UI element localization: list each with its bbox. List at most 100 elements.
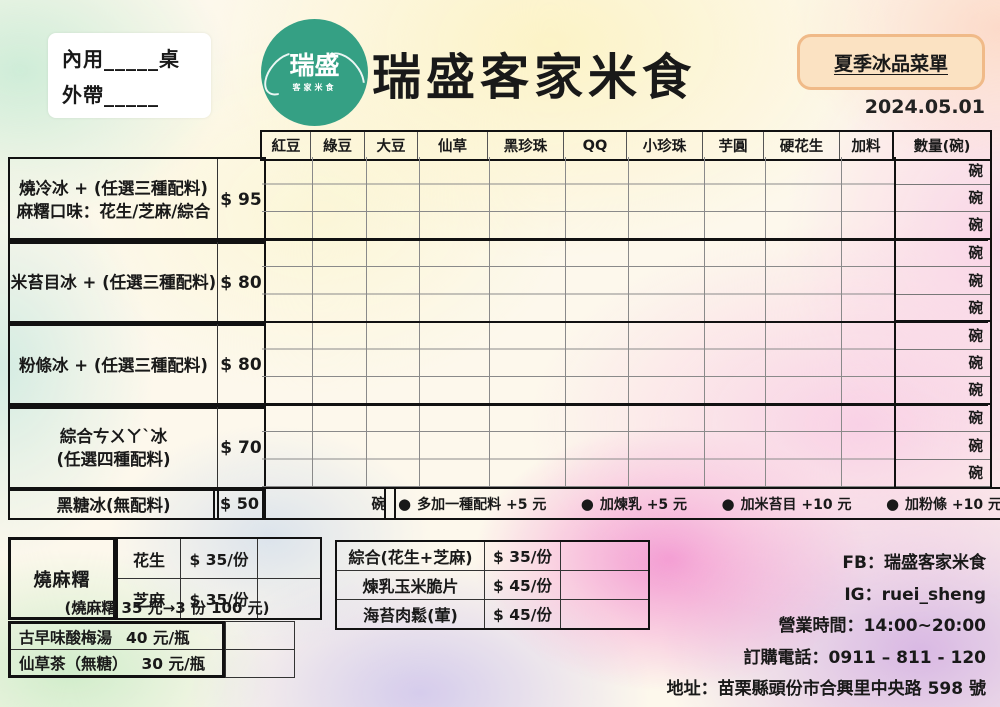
group-separator — [8, 403, 988, 406]
drinks-quantity-column — [225, 621, 295, 678]
item-price: $ 70 — [217, 406, 264, 489]
column-header: QQ — [563, 132, 626, 159]
badge-label: 夏季冰品菜單 — [833, 52, 948, 75]
drinks-table: 古早味酸梅湯 40 元/瓶 仙草茶（無糖） 30 元/瓶 — [8, 621, 225, 678]
item-name: 黑糖冰(無配料) — [8, 487, 219, 520]
column-header: 綠豆 — [310, 132, 364, 159]
bowl-cell: 碗 — [262, 487, 396, 520]
menu-item-row: 燒冷冰 + (任選三種配料) 麻糬口味：花生/芝麻/綜合 $ 95 — [8, 157, 266, 244]
column-header: 硬花生 — [763, 132, 839, 159]
extra-name: 海苔肉鬆(葷) — [363, 606, 458, 625]
extra-name: 煉乳玉米脆片 — [362, 577, 459, 596]
bowl-cell: 碗 — [896, 240, 990, 267]
item-price: $ 50 — [213, 487, 266, 520]
order-type-box: 內用_____桌 外帶_____ — [48, 33, 211, 118]
extras-table: 綜合(花生+芝麻) $ 35/份 煉乳玉米脆片 $ 45/份 海苔肉鬆(葷) $… — [335, 540, 650, 630]
bowl-cell: 碗 — [896, 460, 990, 487]
flavor-price: $ 35/份 — [180, 539, 257, 578]
bowl-cell: 碗 — [896, 377, 990, 405]
order-quantity-cell — [560, 571, 648, 599]
mochi-deal-note: (燒麻糬 35 元→3 份 100 元) — [64, 599, 270, 617]
menu-item-row: 粉條冰 + (任選三種配料) $ 80 — [8, 322, 266, 409]
table-row: 綜合(花生+芝麻) $ 35/份 — [337, 542, 648, 570]
item-name: 米苔目冰 + (任選三種配料) — [10, 273, 217, 293]
column-header: 大豆 — [364, 132, 417, 159]
takeout-line: 外帶_____ — [62, 83, 159, 108]
item-price: $ 80 — [217, 241, 264, 324]
bowl-cell: 碗 — [896, 322, 990, 350]
flavor-name: 芝麻 — [132, 590, 165, 610]
extra-price: $ 35/份 — [484, 542, 560, 570]
order-quantity-cell — [560, 542, 648, 570]
flavor-price: $ 35/份 — [180, 579, 257, 618]
order-quantity-cell — [560, 600, 648, 628]
item-name: 綜合ㄘㄨㄚˋ冰 (任選四種配料) — [56, 426, 171, 469]
order-quantity-cell — [226, 622, 294, 650]
drink-price: 40 元/瓶 — [126, 628, 190, 647]
drink-name: 仙草茶（無糖） — [19, 654, 128, 673]
instagram-line: IG：ruei_sheng — [844, 584, 986, 605]
column-header-quantity: 數量(碗) — [892, 132, 990, 159]
contact-info: FB：瑞盛客家米食 IG：ruei_sheng 營業時間：14:00~20:00… — [466, 548, 986, 706]
column-header: 芋圓 — [702, 132, 763, 159]
table-row: 煉乳玉米脆片 $ 45/份 — [337, 570, 648, 599]
column-header: 小珍珠 — [626, 132, 702, 159]
table-row: 海苔肉鬆(葷) $ 45/份 — [337, 599, 648, 628]
bowl-cell: 碗 — [896, 212, 990, 240]
bowl-cell: 碗 — [896, 295, 990, 322]
season-menu-badge: 夏季冰品菜單 — [797, 34, 985, 90]
hours-line: 營業時間：14:00~20:00 — [778, 616, 986, 636]
flavor-name: 花生 — [132, 550, 165, 570]
note-item: ● 加米苔目 +10 元 — [721, 494, 852, 513]
bowl-cell: 碗 — [896, 157, 990, 185]
table-row: 古早味酸梅湯 40 元/瓶 — [11, 624, 222, 650]
note-item: ● 加煉乳 +5 元 — [580, 494, 688, 513]
extra-price: $ 45/份 — [484, 571, 560, 599]
page-title: 瑞盛客家米食 — [372, 49, 697, 106]
bullet-icon: ● — [885, 494, 900, 513]
ice-menu-table: 紅豆 綠豆 大豆 仙草 黑珍珠 QQ 小珍珠 芋圓 硬花生 加料 數量(碗) 燒… — [8, 130, 1000, 520]
item-name: 粉條冰 + (任選三種配料) — [19, 355, 208, 375]
column-header: 黑珍珠 — [487, 132, 563, 159]
item-price: $ 80 — [217, 324, 264, 407]
facebook-line: FB：瑞盛客家米食 — [842, 553, 986, 573]
bowl-cell: 碗 — [896, 185, 990, 212]
column-header: 紅豆 — [271, 139, 301, 155]
mochi-section-title: 燒麻糬 — [8, 537, 116, 620]
drink-name: 古早味酸梅湯 — [19, 628, 113, 647]
menu-date: 2024.05.01 — [864, 96, 985, 118]
logo-subtitle: 客家米食 — [292, 82, 337, 92]
note-item: ● 加粉條 +10 元 — [885, 494, 1000, 513]
table-row: 仙草茶（無糖） 30 元/瓶 — [11, 650, 222, 675]
table-row: 芝麻 $ 35/份 — [118, 579, 320, 618]
column-header: 加料 — [839, 132, 892, 159]
phone-line: 訂購電話：0911 – 811 - 120 — [743, 647, 986, 668]
extra-name: 綜合(花生+芝麻) — [348, 548, 473, 567]
table-row: 花生 $ 35/份 — [118, 539, 320, 579]
bowl-cell: 碗 — [896, 432, 990, 460]
mochi-price-table: 花生 $ 35/份 芝麻 $ 35/份 — [116, 537, 322, 620]
column-header: 仙草 — [417, 132, 487, 159]
logo-name: 瑞盛 — [289, 50, 340, 80]
menu-item-row: 米苔目冰 + (任選三種配料) $ 80 — [8, 239, 266, 326]
order-quantity-cell — [257, 579, 320, 618]
shop-logo: 瑞盛 客家米食 — [256, 19, 373, 126]
address-line: 地址：苗栗縣頭份市合興里中央路 598 號 — [666, 679, 986, 699]
bullet-icon: ● — [398, 494, 412, 513]
drink-price: 30 元/瓶 — [141, 654, 206, 673]
order-quantity-cell — [257, 539, 320, 578]
bowl-cell: 碗 — [896, 267, 990, 295]
topping-header-row: 紅豆 綠豆 大豆 仙草 黑珍珠 QQ 小珍珠 芋圓 硬花生 加料 數量(碗) — [260, 130, 992, 161]
item-name: 燒冷冰 + (任選三種配料) 麻糬口味：花生/芝麻/綜合 — [16, 179, 211, 222]
extra-charge-notes: ● 多加一種配料 +5 元 ● 加煉乳 +5 元 ● 加米苔目 +10 元 ● … — [384, 487, 1000, 520]
extra-price: $ 45/份 — [484, 600, 560, 628]
group-separator — [8, 320, 988, 324]
dine-in-line: 內用_____桌 — [62, 46, 180, 71]
menu-item-row: 綜合ㄘㄨㄚˋ冰 (任選四種配料) $ 70 — [8, 404, 266, 491]
bowl-cell: 碗 — [896, 350, 990, 377]
bowl-cell: 碗 — [896, 405, 990, 432]
bullet-icon: ● — [580, 494, 594, 513]
order-quantity-cell — [226, 650, 294, 677]
bullet-icon: ● — [721, 494, 735, 513]
item-price: $ 95 — [217, 159, 264, 242]
